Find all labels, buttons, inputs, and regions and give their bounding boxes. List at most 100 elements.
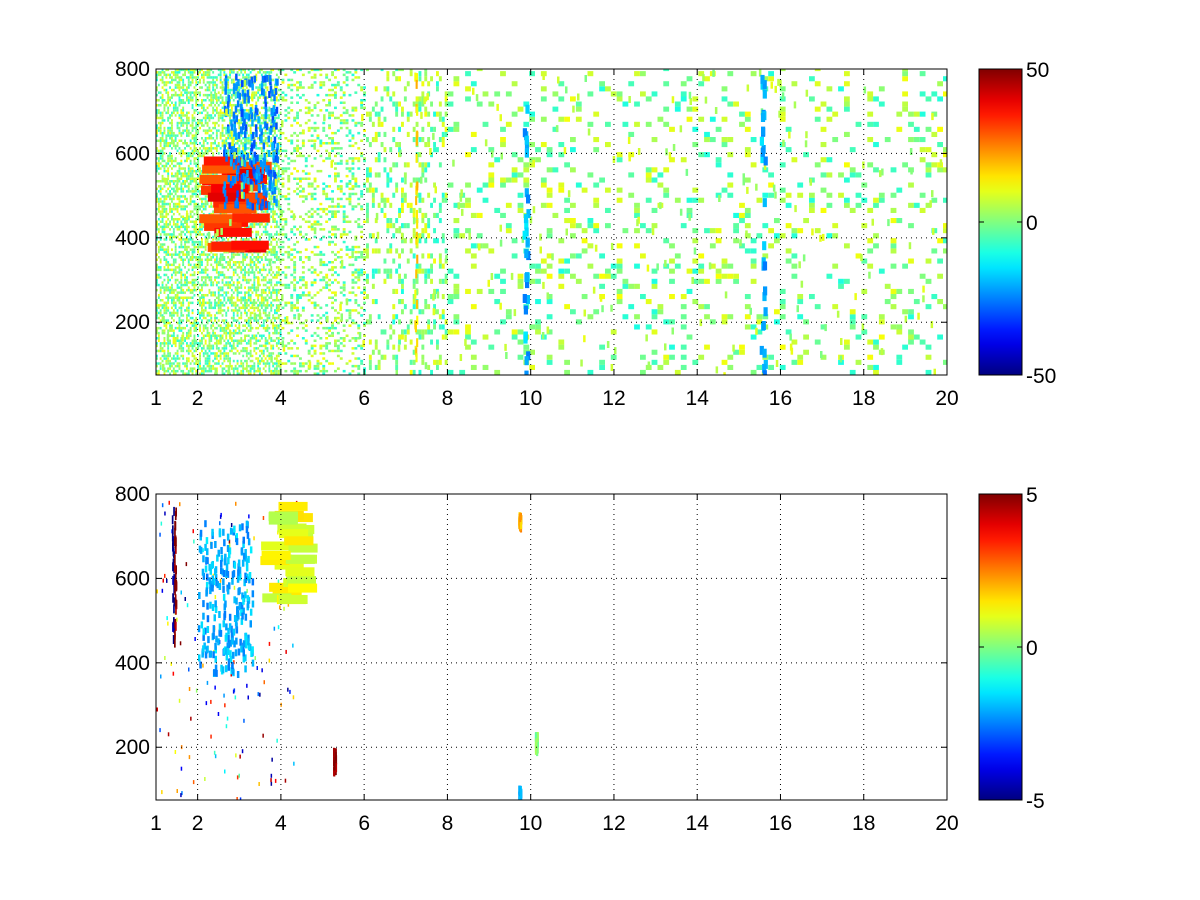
heatmap-cell bbox=[259, 309, 261, 312]
heatmap-cell bbox=[230, 304, 233, 307]
heatmap-cell bbox=[266, 253, 269, 256]
heatmap-cell bbox=[238, 69, 241, 72]
heatmap-cell bbox=[204, 324, 207, 327]
heatmap-cell bbox=[199, 91, 201, 94]
heatmap-cell bbox=[223, 357, 226, 360]
heatmap-cell bbox=[277, 172, 280, 175]
heatmap-cell bbox=[230, 294, 233, 297]
heatmap-cell bbox=[281, 69, 285, 72]
heatmap-cell bbox=[274, 256, 276, 259]
heatmap-cell bbox=[212, 106, 215, 110]
heatmap-cell bbox=[287, 174, 291, 178]
heatmap-cell bbox=[165, 321, 168, 325]
heatmap-cell bbox=[227, 149, 230, 153]
heatmap-cell bbox=[310, 207, 314, 211]
heatmap-cell bbox=[284, 223, 288, 226]
heatmap-cell bbox=[217, 339, 220, 342]
heatmap-cell bbox=[260, 359, 263, 363]
heatmap-cell bbox=[264, 291, 267, 294]
heatmap-cell bbox=[277, 258, 280, 261]
heatmap-cell bbox=[212, 238, 215, 241]
heatmap-cell bbox=[215, 86, 218, 89]
heatmap-cell bbox=[316, 207, 320, 211]
heatmap-cell bbox=[178, 121, 181, 125]
heatmap-cell bbox=[277, 268, 280, 272]
heatmap-cell bbox=[204, 248, 207, 251]
heatmap-cell bbox=[169, 253, 171, 256]
heatmap-cell bbox=[319, 215, 323, 218]
heatmap-cell bbox=[262, 301, 265, 305]
heatmap-cell bbox=[176, 197, 179, 201]
heatmap-cell bbox=[296, 294, 299, 297]
heatmap-cell bbox=[171, 88, 173, 92]
heatmap-cell bbox=[169, 129, 171, 132]
heatmap-cell bbox=[322, 121, 326, 125]
heatmap-cell bbox=[182, 167, 185, 170]
heatmap-cell bbox=[206, 152, 209, 155]
heatmap-cell bbox=[159, 314, 162, 317]
heatmap-cell bbox=[157, 223, 160, 226]
heatmap-cell bbox=[244, 278, 246, 282]
heatmap-cell bbox=[182, 369, 185, 373]
heatmap-cell bbox=[204, 253, 207, 256]
heatmap-cell bbox=[169, 164, 171, 168]
heatmap-cell bbox=[187, 334, 190, 337]
heatmap-cell bbox=[199, 78, 201, 82]
heatmap-cell bbox=[191, 106, 194, 110]
heatmap-cell bbox=[277, 205, 280, 208]
heatmap-cell bbox=[187, 177, 190, 180]
heatmap-cell bbox=[178, 245, 181, 249]
heatmap-cell bbox=[236, 147, 239, 150]
heatmap-cell bbox=[249, 129, 252, 132]
heatmap-cell bbox=[187, 225, 190, 229]
heatmap-cell bbox=[157, 250, 160, 254]
heatmap-cell bbox=[247, 263, 250, 267]
heatmap-cell bbox=[157, 167, 160, 170]
heatmap-cell bbox=[275, 73, 278, 77]
heatmap-cell bbox=[262, 230, 265, 234]
heatmap-cell bbox=[178, 180, 181, 183]
heatmap-cell bbox=[210, 306, 213, 310]
heatmap-cell bbox=[195, 256, 198, 259]
heatmap-cell bbox=[221, 139, 224, 142]
heatmap-cell bbox=[249, 124, 252, 127]
heatmap-cell bbox=[262, 121, 265, 125]
heatmap-cell bbox=[240, 314, 243, 317]
heatmap-cell bbox=[221, 288, 224, 292]
heatmap-cell bbox=[193, 326, 196, 330]
heatmap-cell bbox=[199, 172, 201, 175]
heatmap-cell bbox=[270, 372, 273, 375]
heatmap-cell bbox=[171, 71, 173, 74]
heatmap-cell bbox=[186, 91, 188, 94]
heatmap-cell bbox=[313, 197, 317, 201]
heatmap-cell bbox=[161, 111, 164, 115]
heatmap-cell bbox=[165, 369, 168, 373]
heatmap-cell bbox=[191, 177, 194, 180]
heatmap-cell bbox=[313, 294, 317, 297]
heatmap-cell bbox=[281, 258, 285, 261]
heatmap-cell bbox=[178, 177, 181, 180]
heatmap-cell bbox=[197, 261, 200, 264]
heatmap-cell bbox=[310, 314, 314, 317]
heatmap-cell bbox=[281, 245, 285, 249]
heatmap-cell bbox=[274, 164, 276, 168]
heatmap-cell bbox=[180, 250, 183, 254]
heatmap-cell bbox=[206, 314, 209, 317]
heatmap-cell bbox=[202, 81, 205, 84]
heatmap-cell bbox=[287, 207, 291, 211]
heatmap-cell bbox=[272, 167, 275, 170]
heatmap-cell bbox=[293, 367, 297, 370]
heatmap-cell bbox=[264, 364, 267, 368]
heatmap-cell bbox=[197, 276, 200, 279]
heatmap-cell bbox=[221, 369, 224, 373]
heatmap-cell bbox=[272, 212, 275, 216]
heatmap-cell bbox=[257, 306, 260, 310]
heatmap-cell bbox=[223, 212, 226, 216]
heatmap-cell bbox=[165, 268, 168, 272]
heatmap-cell bbox=[287, 192, 291, 196]
heatmap-cell bbox=[171, 364, 173, 368]
heatmap-cell bbox=[301, 190, 305, 193]
heatmap-cell bbox=[230, 71, 233, 74]
heatmap-cell bbox=[249, 131, 252, 135]
heatmap-cell bbox=[176, 144, 179, 148]
